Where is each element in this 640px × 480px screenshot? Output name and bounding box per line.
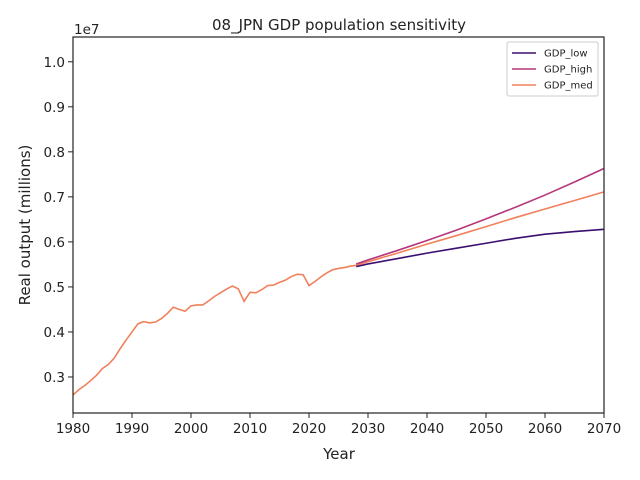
- plot-frame: [72, 36, 605, 414]
- y-axis-label: Real output (millions): [16, 145, 34, 306]
- y-tick-label: 0.8: [44, 145, 65, 161]
- y-tick-label: 1.0: [44, 55, 65, 71]
- series-line-gdp-high: [355, 167, 605, 265]
- legend: GDP_low GDP_high GDP_med: [506, 41, 599, 97]
- series-line-gdp-low: [356, 228, 605, 268]
- x-tick-label: 2030: [351, 421, 385, 437]
- y-tick-label: 0.4: [44, 325, 65, 341]
- x-tick-label: 1980: [56, 421, 90, 437]
- x-axis-label: Year: [322, 445, 356, 463]
- y-tick-label: 0.6: [44, 235, 65, 251]
- x-tick-label: 2010: [233, 421, 267, 437]
- series-line-gdp-med: [72, 191, 605, 396]
- y-offset-label: 1e7: [74, 22, 99, 38]
- legend-entry: GDP_low: [544, 49, 588, 60]
- y-tick-label: 0.3: [44, 370, 65, 386]
- x-tick-label: 1990: [115, 421, 149, 437]
- x-tick-label: 2000: [174, 421, 208, 437]
- series-layer: [72, 167, 605, 396]
- chart-title: 08_JPN GDP population sensitivity: [212, 16, 466, 35]
- x-axis: 1980 1990 2000 2010 2020 2030 2040 2050 2060 2070: [56, 413, 621, 437]
- x-tick-label: 2040: [410, 421, 444, 437]
- y-axis: 0.3 0.4 0.5 0.6 0.7 0.8 0.9 1.0: [44, 55, 73, 386]
- legend-entry: GDP_high: [544, 65, 592, 76]
- x-tick-label: 2060: [528, 421, 562, 437]
- legend-frame: [506, 41, 599, 97]
- legend-entry: GDP_med: [544, 81, 593, 92]
- x-tick-label: 2070: [587, 421, 621, 437]
- x-tick-label: 2050: [469, 421, 503, 437]
- y-tick-label: 0.9: [44, 100, 65, 116]
- y-tick-label: 0.5: [44, 280, 65, 296]
- x-tick-label: 2020: [292, 421, 326, 437]
- y-tick-label: 0.7: [44, 190, 65, 206]
